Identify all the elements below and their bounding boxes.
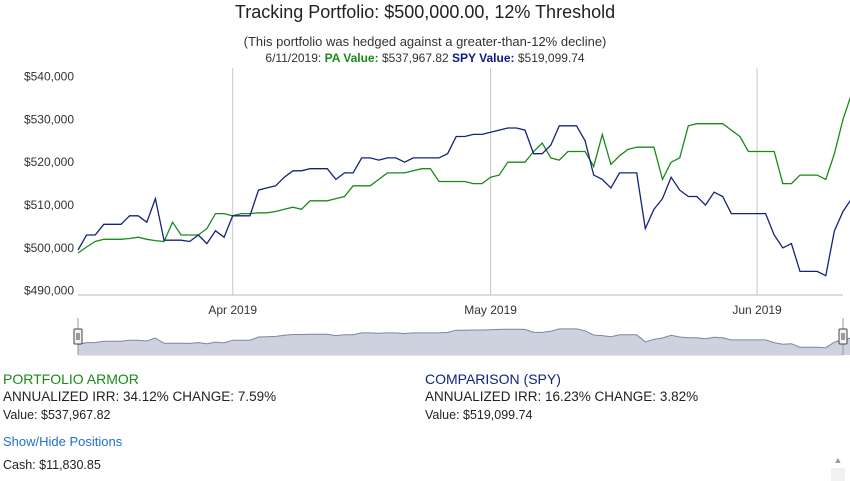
x-tick-label: Jun 2019 [732,303,782,317]
cash-line: Cash: $11,830.85 [3,458,101,472]
chart-title: Tracking Portfolio: $500,000.00, 12% Thr… [234,2,616,22]
spy-value: $519,099.74 [463,408,533,422]
hover-pa-value: $537,967.82 [381,51,449,65]
chart-area[interactable]: $490,000 $500,000 $510,000 $520,000 $530,000… [0,60,850,360]
navigator-line [77,328,850,349]
hover-readout: 6/11/2019: PA Value: $537,967.82 SPY Val… [0,51,850,65]
show-hide-positions-link[interactable]: Show/Hide Positions [3,434,123,449]
pa-value: $537,967.82 [41,408,111,422]
y-tick-label: $490,000 [24,284,74,298]
navigator-right-handle-icon[interactable] [838,328,848,345]
hover-spy-value: $519,099.74 [517,51,585,65]
handle-body [838,328,848,345]
y-tick-label: $540,000 [24,70,74,84]
pa-irr-line: ANNUALIZED IRR: 34.12% CHANGE: 7.59% [3,389,277,404]
hover-date: 6/11/2019: [265,51,322,65]
x-tick-label: May 2019 [464,303,517,317]
y-tick-label: $510,000 [24,198,74,212]
series-line-pa [77,96,850,254]
spy-title: COMPARISON (SPY) [425,371,561,387]
chart-subtitle: (This portfolio was hedged against a gre… [243,34,607,49]
spy-value-label: Value: [425,408,460,422]
y-tick-label: $520,000 [24,155,74,169]
pa-title: PORTFOLIO ARMOR [3,371,139,387]
hover-pa-label: PA Value: [324,51,379,65]
plot-area: $490,000 $500,000 $510,000 $520,000 $530,000… [24,68,850,317]
x-tick-label: Apr 2019 [208,303,257,317]
pa-panel: PORTFOLIO ARMOR ANNUALIZED IRR: 34.12% C… [3,371,276,422]
y-tick-label: $500,000 [24,241,74,255]
pa-value-label: Value: [3,408,38,422]
scroll-up-arrow-icon[interactable]: ▲ [833,455,843,465]
pa-value-line: Value: $537,967.82 [3,408,276,422]
y-tick-label: $530,000 [24,112,74,126]
spy-panel: COMPARISON (SPY) ANNUALIZED IRR: 16.23% … [425,371,698,422]
spy-value-line: Value: $519,099.74 [425,408,698,422]
navigator-left-handle-icon[interactable] [73,328,83,345]
cash-label: Cash: [3,458,36,472]
handle-body [73,328,83,345]
spy-irr-line: ANNUALIZED IRR: 16.23% CHANGE: 3.82% [425,389,699,404]
cash-value: $11,830.85 [39,458,101,472]
scrollbar[interactable] [831,468,845,481]
series-line-spy [77,125,850,277]
navigator[interactable] [73,318,850,356]
hover-spy-label: SPY Value: [452,51,515,65]
navigator-area [78,328,850,355]
